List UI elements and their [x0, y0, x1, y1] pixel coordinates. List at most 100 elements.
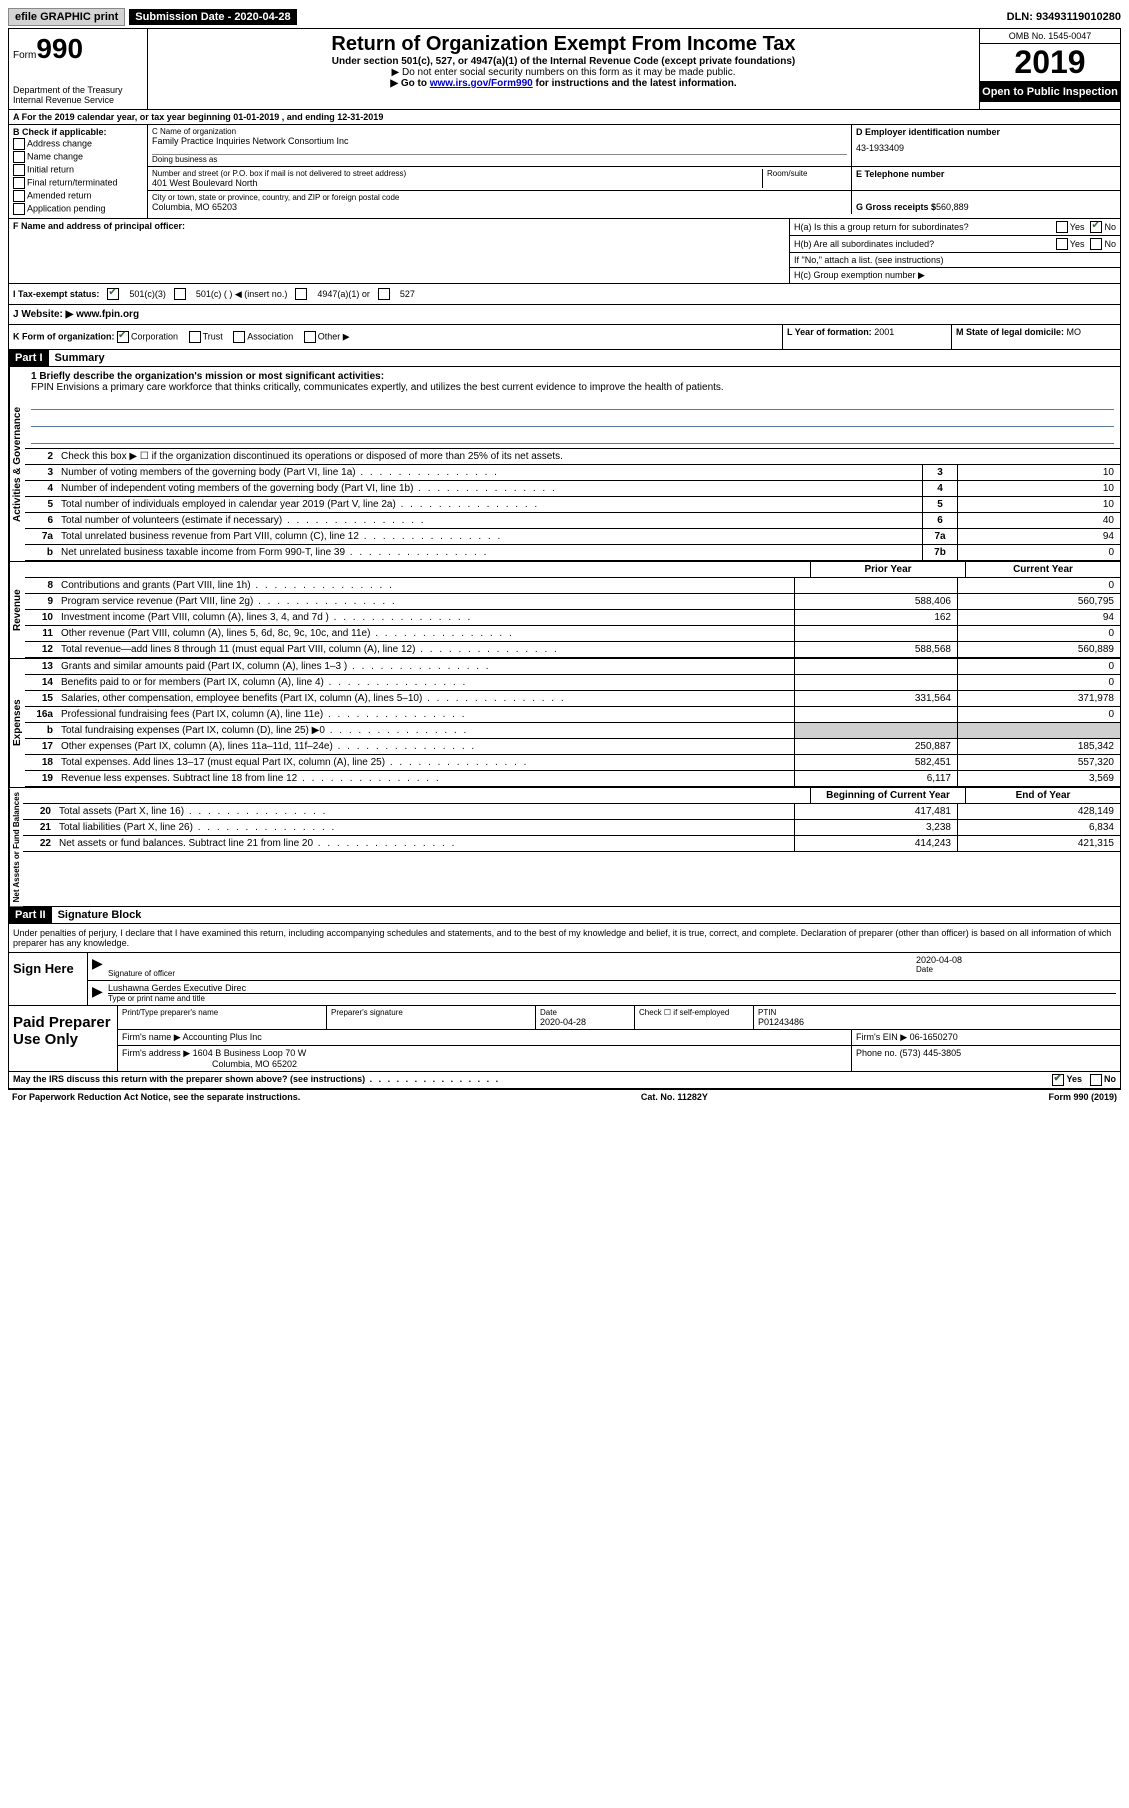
ha-yes-checkbox[interactable]: [1056, 221, 1068, 233]
cb-name-change[interactable]: Name change: [27, 151, 83, 161]
tax-status-label: I Tax-exempt status:: [13, 289, 99, 299]
line-18-text: Total expenses. Add lines 13–17 (must eq…: [57, 755, 794, 770]
efile-print-button[interactable]: efile GRAPHIC print: [8, 8, 125, 26]
line-11-text: Other revenue (Part VIII, column (A), li…: [57, 626, 794, 641]
line-a: A For the 2019 calendar year, or tax yea…: [9, 110, 1120, 125]
discuss-no-checkbox[interactable]: [1090, 1074, 1102, 1086]
line-7a-value: 94: [957, 529, 1120, 544]
cb-address-change[interactable]: Address change: [27, 138, 92, 148]
part2-header: Part II: [9, 907, 52, 923]
col-current-year: Current Year: [965, 562, 1120, 578]
line-12-prior: 588,568: [794, 642, 957, 657]
cb-corp[interactable]: [117, 331, 129, 343]
line-8-current: 0: [957, 578, 1120, 593]
line-19-prior: 6,117: [794, 771, 957, 786]
line-13-text: Grants and similar amounts paid (Part IX…: [57, 659, 794, 674]
gross-receipts-value: 560,889: [936, 202, 969, 212]
ha-label: H(a) Is this a group return for subordin…: [794, 222, 1056, 232]
form-number: 990: [36, 33, 83, 65]
firm-addr-value: 1604 B Business Loop 70 W: [193, 1048, 307, 1058]
line-4-text: Number of independent voting members of …: [57, 481, 922, 496]
ein-value: 43-1933409: [856, 143, 1116, 153]
hb-no-checkbox[interactable]: [1090, 238, 1102, 250]
line-16a-current: 0: [957, 707, 1120, 722]
website-label: J Website: ▶: [13, 309, 73, 320]
sig-date-value: 2020-04-08: [916, 955, 1116, 965]
line-21-current: 6,834: [957, 820, 1120, 835]
line-11-current: 0: [957, 626, 1120, 641]
firm-phone-label: Phone no.: [856, 1048, 897, 1058]
cb-application-pending[interactable]: Application pending: [27, 203, 106, 213]
tax-year: 2019: [980, 44, 1120, 82]
cb-501c[interactable]: [174, 288, 186, 300]
col-begin-year: Beginning of Current Year: [810, 788, 965, 804]
vlabel-governance: Activities & Governance: [9, 367, 25, 561]
omb-number: OMB No. 1545-0047: [980, 29, 1120, 44]
line-9-prior: 588,406: [794, 594, 957, 609]
line-5-value: 10: [957, 497, 1120, 512]
line-2-text: Check this box ▶ ☐ if the organization d…: [57, 449, 1120, 464]
officer-label: F Name and address of principal officer:: [13, 221, 785, 231]
line-3-value: 10: [957, 465, 1120, 480]
line-12-current: 560,889: [957, 642, 1120, 657]
instruction-1: ▶ Do not enter social security numbers o…: [152, 67, 975, 78]
cb-4947[interactable]: [295, 288, 307, 300]
line-b-text: Net unrelated business taxable income fr…: [57, 545, 922, 560]
year-formation-value: 2001: [874, 327, 894, 337]
paperwork-notice: For Paperwork Reduction Act Notice, see …: [12, 1092, 300, 1102]
line-11-prior: [794, 626, 957, 641]
year-formation-label: L Year of formation:: [787, 327, 872, 337]
line-17-text: Other expenses (Part IX, column (A), lin…: [57, 739, 794, 754]
line-10-current: 94: [957, 610, 1120, 625]
line-17-current: 185,342: [957, 739, 1120, 754]
col-end-year: End of Year: [965, 788, 1120, 804]
line-9-text: Program service revenue (Part VIII, line…: [57, 594, 794, 609]
hb-yes-checkbox[interactable]: [1056, 238, 1068, 250]
cb-amended[interactable]: Amended return: [27, 190, 92, 200]
discuss-yes-checkbox[interactable]: [1052, 1074, 1064, 1086]
cb-assoc[interactable]: [233, 331, 245, 343]
phone-label: E Telephone number: [856, 169, 1116, 179]
vlabel-expenses: Expenses: [9, 659, 25, 787]
city-label: City or town, state or province, country…: [152, 193, 847, 202]
line-18-current: 557,320: [957, 755, 1120, 770]
cb-trust[interactable]: [189, 331, 201, 343]
line-12-text: Total revenue—add lines 8 through 11 (mu…: [57, 642, 794, 657]
line-17-prior: 250,887: [794, 739, 957, 754]
discuss-label: May the IRS discuss this return with the…: [13, 1074, 1052, 1086]
firm-ein-label: Firm's EIN ▶: [856, 1032, 907, 1042]
paid-preparer-label: Paid Preparer Use Only: [9, 1006, 118, 1071]
form-subtitle: Under section 501(c), 527, or 4947(a)(1)…: [152, 56, 975, 67]
cb-501c3[interactable]: [107, 288, 119, 300]
ptin-header: PTIN: [758, 1008, 1116, 1017]
cb-initial-return[interactable]: Initial return: [27, 164, 74, 174]
hb-label: H(b) Are all subordinates included?: [794, 239, 1056, 249]
line-21-text: Total liabilities (Part X, line 26): [55, 820, 794, 835]
ha-no-checkbox[interactable]: [1090, 221, 1102, 233]
line-6-value: 40: [957, 513, 1120, 528]
cb-527[interactable]: [378, 288, 390, 300]
line-5-text: Total number of individuals employed in …: [57, 497, 922, 512]
city-value: Columbia, MO 65203: [152, 202, 847, 212]
line-15-prior: 331,564: [794, 691, 957, 706]
firm-name-value: Accounting Plus Inc: [183, 1032, 262, 1042]
line-6-text: Total number of volunteers (estimate if …: [57, 513, 922, 528]
line-5-box: 5: [922, 497, 957, 512]
officer-name: Lushawna Gerdes Executive Direc: [108, 983, 1116, 993]
state-domicile-label: M State of legal domicile:: [956, 327, 1064, 337]
form990-link[interactable]: www.irs.gov/Form990: [430, 78, 533, 89]
line-21-prior: 3,238: [794, 820, 957, 835]
sign-here-label: Sign Here: [9, 953, 88, 1005]
line-4-value: 10: [957, 481, 1120, 496]
declaration-text: Under penalties of perjury, I declare th…: [9, 924, 1120, 952]
line-15-current: 371,978: [957, 691, 1120, 706]
line-22-current: 421,315: [957, 836, 1120, 851]
line-19-current: 3,569: [957, 771, 1120, 786]
form-id-block: Form 990 Department of the Treasury Inte…: [9, 29, 148, 109]
prep-date-header: Date: [540, 1008, 630, 1017]
cb-other[interactable]: [304, 331, 316, 343]
cb-final-return[interactable]: Final return/terminated: [27, 177, 118, 187]
instruction-2-post: for instructions and the latest informat…: [533, 78, 737, 89]
website-value: www.fpin.org: [76, 309, 139, 320]
line-20-text: Total assets (Part X, line 16): [55, 804, 794, 819]
